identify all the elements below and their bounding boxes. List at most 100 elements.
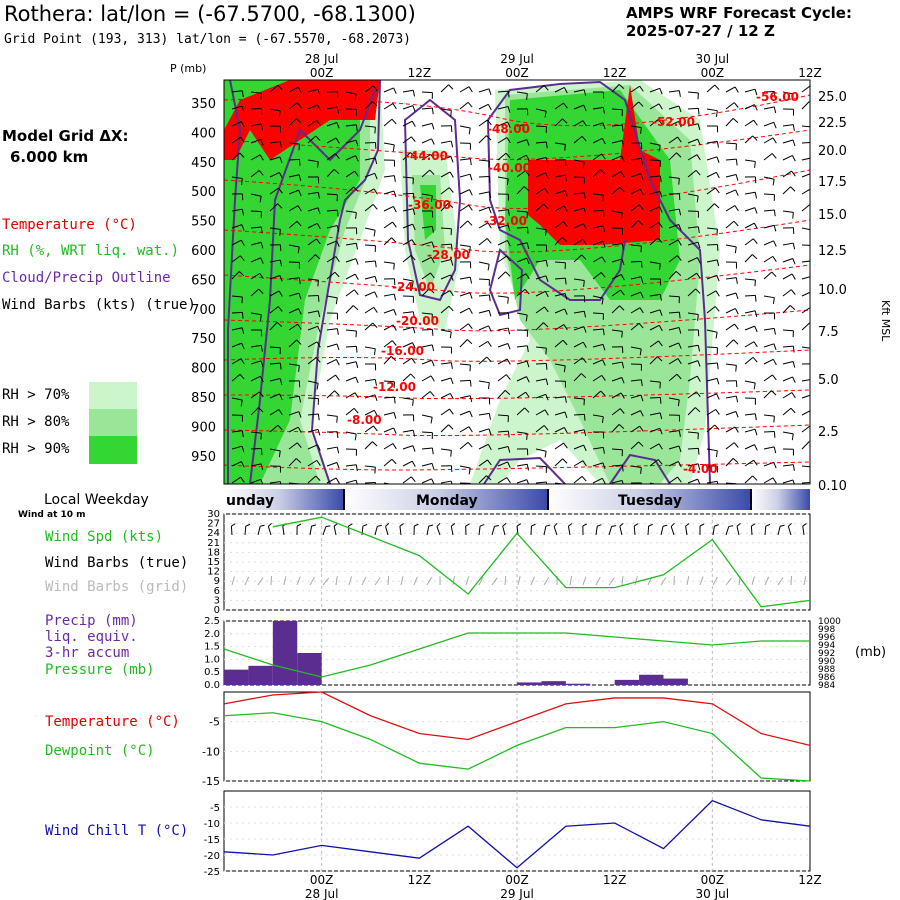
barb-feather: [296, 221, 302, 227]
wind-barb: [402, 152, 416, 161]
wind-barb: [611, 408, 625, 416]
wind-barb: [459, 339, 473, 348]
barb-feather: [241, 121, 245, 128]
barb-feather: [506, 358, 511, 365]
cross-section: -56.00-52.00-48.00-44.00-40.00-36.00-32.…: [223, 79, 811, 485]
wind-barbs-true-label: Wind Barbs (true): [45, 555, 189, 571]
wind-barb: [801, 227, 810, 231]
barb-feather: [239, 255, 245, 262]
wind-barb: [421, 359, 435, 367]
wind-barb: [497, 343, 511, 350]
wind-barb: [250, 375, 264, 383]
wind-barb: [668, 430, 681, 437]
barb-feather: [790, 407, 796, 414]
barb-shaft: [383, 427, 394, 433]
barb-shaft: [801, 441, 810, 450]
wind-barb: [535, 203, 549, 212]
barb-shaft: [611, 448, 623, 451]
wind-barb: [440, 465, 453, 473]
wind-barb: [668, 90, 681, 97]
barb-feather: [735, 143, 737, 151]
barb-feather: [391, 237, 397, 243]
barb-shaft: [573, 176, 585, 178]
barb-feather: [353, 186, 359, 192]
barb-feather: [487, 104, 492, 111]
barb-feather: [582, 460, 587, 467]
barb-shaft: [649, 103, 660, 110]
wind-barb: [402, 342, 416, 349]
wind-barb: [782, 227, 795, 235]
barb-shaft: [309, 576, 315, 586]
barb-feather: [752, 357, 758, 363]
barb-shaft: [668, 208, 680, 212]
kft-ticks: 25.022.520.017.515.012.510.07.55.02.50.1…: [818, 90, 847, 494]
barb-feather: [449, 393, 454, 400]
barb-shaft: [335, 576, 338, 586]
barb-feather: [241, 224, 245, 231]
barb-shaft: [706, 108, 718, 112]
barb-shaft: [269, 203, 278, 212]
wind-tick-label: 12: [207, 567, 220, 578]
barb-feather: [773, 240, 777, 247]
wind-barb: [402, 414, 415, 422]
barb-feather: [393, 412, 397, 419]
barb-shaft: [307, 428, 319, 433]
surface-wind-barb-grid: [686, 576, 690, 586]
barb-shaft: [345, 431, 357, 435]
barb-feather: [355, 109, 357, 116]
barb-shaft: [440, 448, 452, 451]
barb-feather: [336, 446, 340, 454]
barb-shaft: [706, 84, 716, 93]
wind-barb: [782, 448, 794, 456]
wind-barb: [345, 155, 359, 162]
wind-barb: [592, 390, 606, 399]
barb-shaft: [554, 324, 565, 331]
wind-barb: [231, 176, 243, 185]
barb-feather: [355, 243, 359, 250]
barb-feather: [620, 171, 625, 178]
barb-feather: [325, 525, 331, 527]
barb-feather: [355, 480, 359, 484]
wind-barb: [269, 259, 283, 267]
barb-feather: [697, 345, 701, 352]
barb-shaft: [269, 187, 279, 195]
barb-shaft: [535, 393, 546, 399]
barb-shaft: [554, 411, 566, 416]
barb-feather: [298, 380, 301, 388]
wind-barb: [535, 141, 548, 149]
barb-feather: [412, 90, 416, 97]
wind-barb: [535, 393, 549, 401]
wind-barb: [592, 122, 606, 129]
wind-barb: [725, 158, 738, 166]
wind-barb: [269, 227, 281, 236]
barb-shaft: [668, 311, 680, 314]
barb-shaft: [497, 271, 506, 280]
barb-shaft: [421, 272, 431, 280]
wind-barb: [801, 172, 810, 178]
barb-shaft: [383, 221, 393, 229]
barb-shaft: [554, 261, 566, 264]
barb-feather: [507, 106, 511, 113]
barb-shaft: [649, 340, 659, 348]
wind-barb: [421, 462, 435, 470]
wind-barb: [573, 223, 587, 230]
barb-feather: [468, 204, 473, 211]
barb-feather: [715, 110, 718, 118]
barb-feather: [526, 376, 530, 383]
barb-shaft: [706, 424, 716, 433]
wind-barb: [687, 360, 701, 367]
wind-barb: [497, 446, 511, 453]
barb-shaft: [387, 575, 390, 586]
wind-barb: [250, 478, 264, 484]
barb-feather: [715, 409, 720, 415]
barb-shaft: [611, 155, 622, 161]
barb-feather: [526, 211, 528, 219]
wind-barb: [345, 124, 358, 132]
surface-wind-barb-grid: [257, 577, 264, 586]
barb-shaft: [402, 239, 413, 246]
barb-shaft: [345, 376, 356, 382]
wind-barb: [668, 295, 680, 304]
barb-feather: [469, 143, 471, 150]
barb-shaft: [782, 273, 793, 280]
barb-feather: [259, 391, 264, 398]
